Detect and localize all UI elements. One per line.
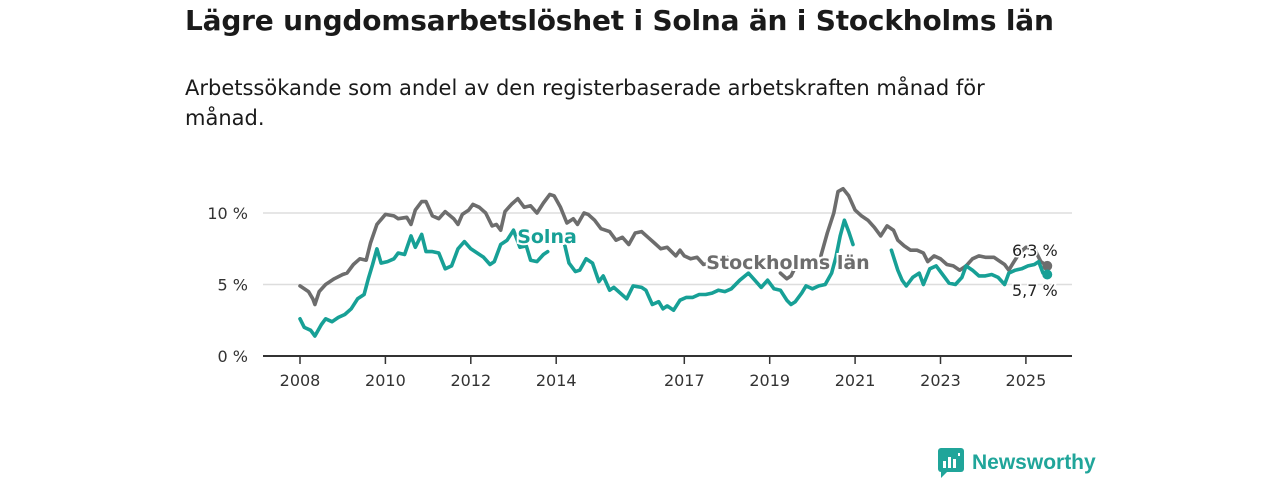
series-label-stockholm: Stockholms län: [706, 252, 869, 274]
chart-title: Lägre ungdomsarbetslöshet i Solna än i S…: [185, 4, 1054, 37]
line-chart: 0 %5 %10 % 2008 2010 2012 2014 2017 2019 2021 2…: [207, 186, 1072, 390]
series-line-stockholm: [819, 186, 1050, 272]
y-tick-labels: 0 % 5 % 10 %: [207, 204, 248, 366]
y-tick-label: 0 %: [218, 347, 248, 366]
series-line-solna: [889, 248, 1050, 288]
end-marker-stockholm: [1042, 260, 1053, 271]
series-line-solna: [298, 228, 550, 338]
end-marker-solna: [1042, 269, 1053, 280]
x-ticks: 2008 2010 2012 2014 2017 2019 2021 2023 2025: [263, 355, 1072, 390]
chart-subtitle: Arbetssökande som andel av den registerb…: [185, 76, 985, 130]
x-tick-label: 2025: [1006, 371, 1047, 390]
series-line-stockholm: [298, 192, 729, 307]
y-tick-label: 10 %: [207, 204, 248, 223]
series-label-solna: Solna: [517, 226, 577, 248]
x-tick-label: 2010: [365, 371, 406, 390]
x-tick-label: 2008: [280, 371, 321, 390]
newsworthy-logo: Newsworthy: [938, 448, 1096, 478]
x-tick-label: 2023: [920, 371, 961, 390]
end-value-label-solna: 5,7 %: [1012, 281, 1058, 300]
newsworthy-logo-icon: [938, 448, 964, 478]
end-value-label-stockholm: 6,3 %: [1012, 241, 1058, 260]
y-tick-label: 5 %: [218, 276, 248, 295]
x-tick-label: 2021: [835, 371, 876, 390]
x-tick-label: 2012: [450, 371, 491, 390]
series-lines: [298, 186, 1053, 338]
series-labels: Solna Stockholms län 6,3 % 5,7 %: [515, 224, 1059, 302]
series-line-solna: [560, 218, 855, 312]
x-tick-label: 2019: [749, 371, 790, 390]
x-tick-label: 2017: [664, 371, 705, 390]
grid-lines: [263, 212, 1072, 286]
x-tick-label: 2014: [536, 371, 577, 390]
series-line-stockholm: [778, 257, 804, 281]
newsworthy-logo-text: Newsworthy: [972, 451, 1096, 474]
